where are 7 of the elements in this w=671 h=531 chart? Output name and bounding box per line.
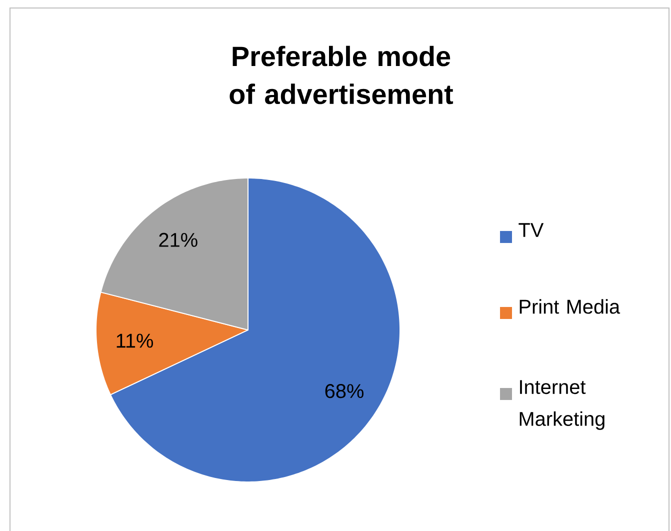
data-label: 68% [325,384,364,398]
chart-title: Preferable mode of advertisement [230,46,454,104]
legend-label: Print Media [520,299,620,314]
data-label: 11% [116,334,153,348]
data-label: 21% [159,232,198,247]
legend-label: TV [518,223,544,237]
legend-label: Internet Marketing [520,380,604,430]
